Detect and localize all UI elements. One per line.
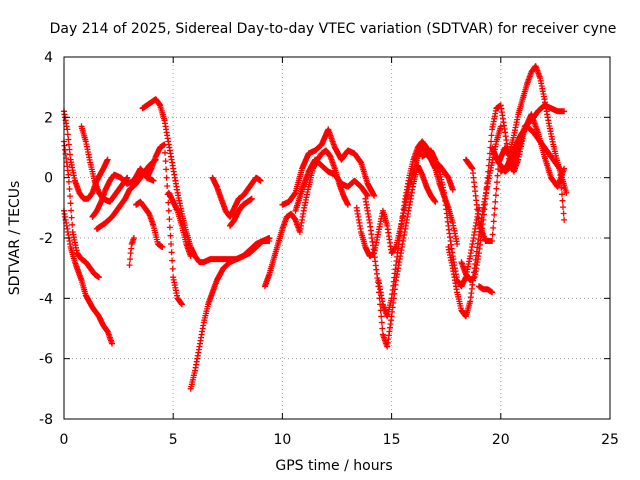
y-axis-label: SDTVAR / TECUs <box>7 181 23 296</box>
series-markers <box>144 141 185 308</box>
series-markers <box>445 123 504 320</box>
x-tick-label: 20 <box>492 432 510 448</box>
series-markers <box>497 123 568 223</box>
series-markers <box>61 207 115 347</box>
series-markers <box>93 156 159 232</box>
series-s16 <box>279 126 378 208</box>
series-s22 <box>445 123 504 320</box>
series-markers <box>476 283 496 296</box>
series-s28 <box>497 123 568 223</box>
series-s13 <box>209 174 264 220</box>
x-tick-label: 0 <box>60 432 69 448</box>
chart-title: Day 214 of 2025, Sidereal Day-to-day VTE… <box>50 21 617 37</box>
series-markers <box>261 147 351 290</box>
series-s6 <box>93 156 159 232</box>
y-tick-label: -2 <box>39 231 53 247</box>
x-axis-label: GPS time / hours <box>275 458 392 474</box>
x-tick-label: 15 <box>383 432 401 448</box>
y-tick-label: -4 <box>39 291 53 307</box>
data-markers <box>61 63 570 392</box>
series-markers <box>292 156 371 214</box>
series-s17 <box>292 156 371 214</box>
series-markers <box>279 126 378 208</box>
grid-lines <box>64 57 610 419</box>
series-markers <box>187 235 273 392</box>
x-axis-ticks: 0 5 10 15 20 25 <box>60 57 619 448</box>
y-tick-label: 2 <box>44 110 53 126</box>
y-tick-label: -6 <box>39 352 53 368</box>
series-s7 <box>126 235 137 269</box>
y-axis-ticks: -8 -6 -4 -2 0 2 4 <box>39 50 610 428</box>
series-markers <box>126 235 137 269</box>
series-s10 <box>144 141 185 308</box>
y-tick-label: 0 <box>44 171 53 187</box>
series-s15 <box>261 147 351 290</box>
y-tick-label: 4 <box>44 50 53 66</box>
x-tick-label: 10 <box>273 432 291 448</box>
series-markers <box>227 195 255 229</box>
x-tick-label: 5 <box>169 432 178 448</box>
series-s12 <box>187 235 273 392</box>
series-s2 <box>61 207 115 347</box>
x-tick-label: 25 <box>601 432 619 448</box>
series-s8 <box>133 198 166 250</box>
series-markers <box>165 189 194 260</box>
y-tick-label: -8 <box>39 412 53 428</box>
series-s11 <box>165 189 194 260</box>
series-markers <box>209 174 264 220</box>
series-markers <box>133 198 166 250</box>
series-s14 <box>227 195 255 229</box>
series-s25 <box>476 283 496 296</box>
